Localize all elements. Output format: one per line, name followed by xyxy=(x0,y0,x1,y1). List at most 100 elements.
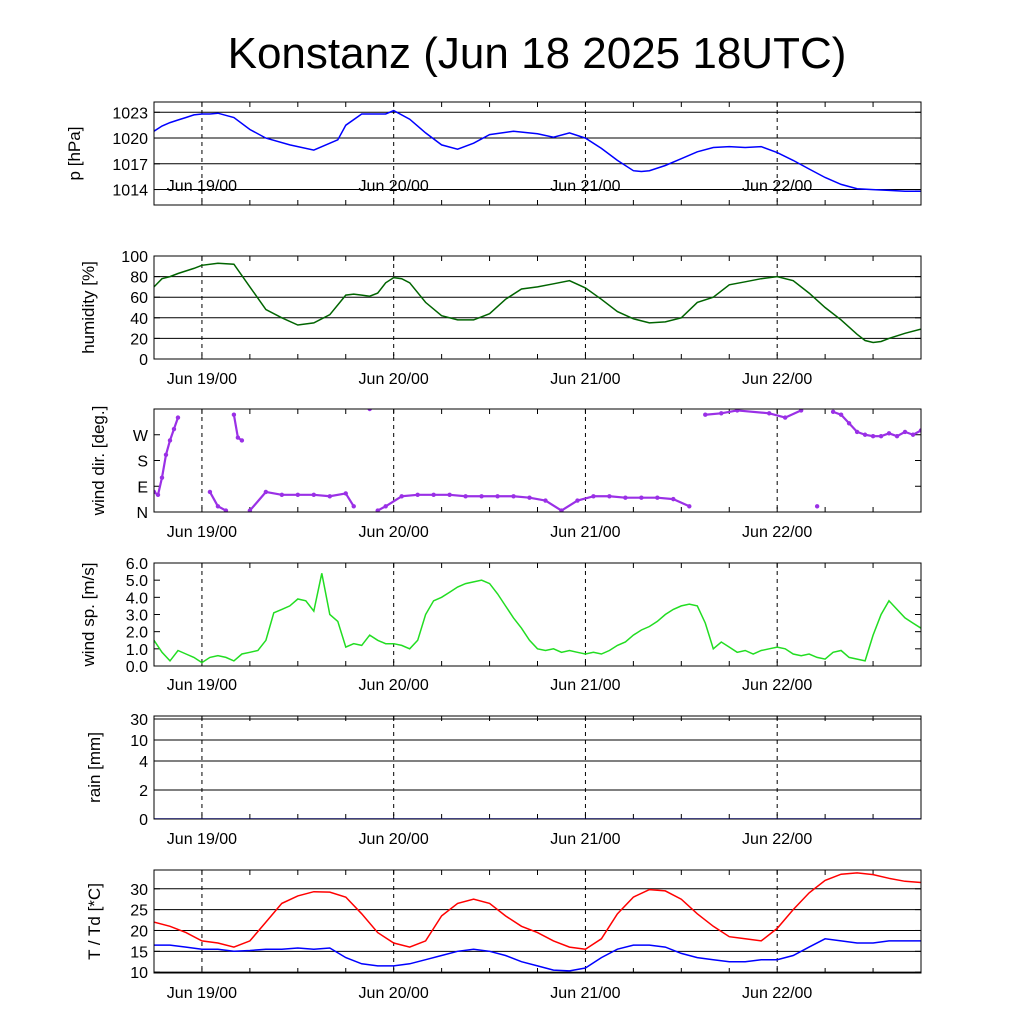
y-tick-label: 15 xyxy=(130,944,148,961)
y-tick-label: 0.0 xyxy=(126,659,148,676)
series-segment xyxy=(385,495,403,508)
series-segment xyxy=(832,410,842,416)
series-segment xyxy=(721,409,738,415)
x-tick-label: Jun 19/00 xyxy=(167,831,237,848)
series-segment xyxy=(449,493,466,498)
chart-title: Konstanz (Jun 18 2025 18UTC) xyxy=(228,29,847,78)
x-tick-label: Jun 20/00 xyxy=(359,985,429,1002)
series-segment xyxy=(401,493,418,498)
y-tick-label: 60 xyxy=(130,290,148,307)
x-tick-label: Jun 22/00 xyxy=(742,677,812,694)
y-axis-label: p [hPa] xyxy=(65,127,84,181)
y-tick-label: 20 xyxy=(130,923,148,940)
series-segment xyxy=(344,492,355,507)
series-segment xyxy=(249,491,267,512)
x-tick-label: Jun 20/00 xyxy=(359,524,429,541)
series-segment xyxy=(864,433,874,438)
y-tick-label: 1020 xyxy=(112,131,148,148)
plot-frame xyxy=(153,869,922,974)
x-tick-label: Jun 21/00 xyxy=(550,178,620,195)
x-tick-label: Jun 19/00 xyxy=(167,677,237,694)
y-tick-label: 0 xyxy=(139,352,148,369)
x-tick-label: Jun 19/00 xyxy=(167,178,237,195)
x-tick-label: Jun 20/00 xyxy=(359,831,429,848)
y-tick-label: E xyxy=(137,479,148,496)
series-1 xyxy=(154,409,921,512)
y-tick-label: 2.0 xyxy=(126,625,148,642)
plot-frame xyxy=(153,408,922,513)
series-segment xyxy=(657,496,674,501)
series-segment xyxy=(560,499,579,512)
series-segment xyxy=(160,454,168,478)
series-segment xyxy=(705,412,722,416)
series-segment xyxy=(840,413,850,425)
y-tick-label: 1023 xyxy=(112,105,148,122)
series-segment xyxy=(156,477,164,496)
series-line-1 xyxy=(154,262,921,344)
y-axis-label: wind sp. [m/s] xyxy=(79,563,98,668)
x-tick-label: Jun 22/00 xyxy=(742,985,812,1002)
y-tick-label: 10 xyxy=(130,733,148,750)
y-tick-label: 1014 xyxy=(112,183,148,200)
y-tick-label: W xyxy=(133,428,149,445)
y-tick-label: 5.0 xyxy=(126,573,148,590)
series-segment xyxy=(737,409,770,415)
y-tick-label: 20 xyxy=(130,331,148,348)
series-segment xyxy=(237,436,243,442)
y-tick-label: N xyxy=(136,505,148,522)
series-segment xyxy=(217,505,227,512)
series-segment xyxy=(164,440,172,456)
x-tick-label: Jun 22/00 xyxy=(742,524,812,541)
panel-4: 0.01.02.03.04.05.06.0 wind sp. [m/s] Jun 1… xyxy=(79,556,922,694)
series-segment xyxy=(609,495,626,499)
x-tick-label: Jun 19/00 xyxy=(167,524,237,541)
series-line-1 xyxy=(154,872,921,950)
series-segment xyxy=(904,430,914,436)
series-segment xyxy=(784,409,802,419)
y-tick-label: 100 xyxy=(121,249,148,266)
panel-2: 0 20 40 60 80 100 humidity [%] Jun 19/00 Jun 20/… xyxy=(79,249,922,388)
series-segment xyxy=(888,432,898,438)
x-tick-label: Jun 21/00 xyxy=(550,985,620,1002)
y-tick-label: 30 xyxy=(130,882,148,899)
y-axis-label: rain [mm] xyxy=(85,732,104,803)
x-tick-label: Jun 21/00 xyxy=(550,677,620,694)
x-tick-label: Jun 20/00 xyxy=(359,178,429,195)
series-segment xyxy=(529,496,546,502)
panel-1: 1014 1017 1020 1023 p [hPa] Jun 19/00 Jun 20/0… xyxy=(65,101,922,206)
series-segment xyxy=(848,422,858,433)
y-tick-label: 10 xyxy=(130,965,148,982)
series-segment xyxy=(544,499,563,512)
y-axis-label: T / Td [*C] xyxy=(85,883,104,960)
y-tick-label: 4.0 xyxy=(126,590,148,607)
x-tick-label: Jun 21/00 xyxy=(550,524,620,541)
y-tick-label: 6.0 xyxy=(126,556,148,573)
series-segment xyxy=(377,505,387,512)
series-segment xyxy=(513,495,530,499)
series-segment xyxy=(265,490,283,496)
x-tick-label: Jun 22/00 xyxy=(742,371,812,388)
series-segment xyxy=(880,432,890,438)
series-segment xyxy=(232,414,239,438)
series-segment xyxy=(672,498,690,508)
data-point xyxy=(814,504,820,509)
series-segment xyxy=(172,417,180,430)
series-segment xyxy=(577,495,594,502)
plot-frame xyxy=(153,715,922,820)
panel-5: 0 2 4 10 30 rain [mm] Jun 19/00 Jun 20/00 Jun 21… xyxy=(85,712,922,848)
x-tick-label: Jun 20/00 xyxy=(359,677,429,694)
y-tick-label: 4 xyxy=(139,754,148,771)
data-point xyxy=(367,409,372,412)
x-tick-label: Jun 21/00 xyxy=(550,371,620,388)
x-tick-label: Jun 19/00 xyxy=(167,985,237,1002)
series-segment xyxy=(329,492,346,498)
y-tick-label: 30 xyxy=(130,712,148,729)
series-segment xyxy=(912,429,921,436)
y-tick-label: 0 xyxy=(139,812,148,829)
x-tick-label: Jun 19/00 xyxy=(167,371,237,388)
x-tick-label: Jun 22/00 xyxy=(742,831,812,848)
y-axis-label: wind dir. [deg.] xyxy=(89,406,108,517)
